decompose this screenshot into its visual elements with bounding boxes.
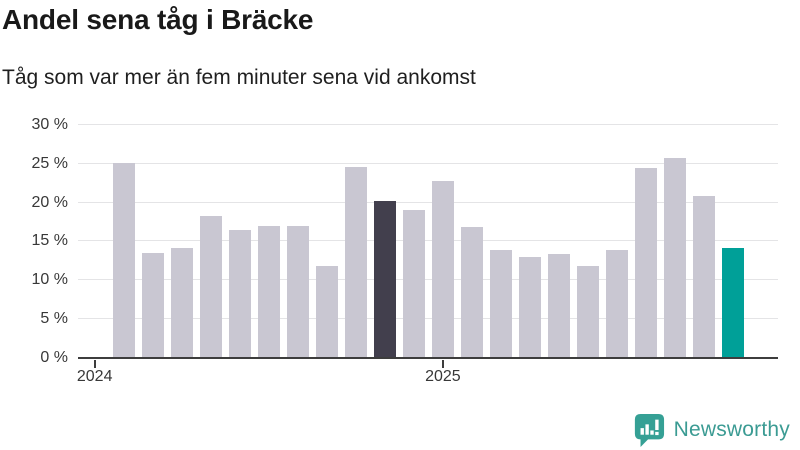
bar-jan-2025 [431,180,454,358]
bar-apr-2025 [518,257,541,358]
bar-maj-2024 [199,215,222,358]
x-tick-2024 [93,360,96,368]
bar-okt-2024 [344,166,367,358]
bar-mar-2024 [141,253,164,358]
x-tick-label-2025: 2025 [425,368,461,385]
y-tick-label-25: 25 % [31,154,68,172]
bar-aug-2025 [635,168,658,358]
newsworthy-logo-text: Newsworthy [673,418,790,441]
bar-sep-2025 [664,158,687,358]
newsworthy-branding: Newsworthy [633,412,790,448]
bar-apr-2024 [170,247,193,358]
bar-sep-2024 [315,266,338,358]
bar-okt-2025 [693,196,716,358]
gridline-25 [78,162,778,164]
bar-nov-2024 [373,201,396,358]
y-tick-label-30: 30 % [31,115,68,133]
y-tick-label-0: 0 % [40,349,68,366]
gridline-20 [78,201,778,203]
x-tick-2025 [441,360,444,368]
y-tick-label-10: 10 % [31,271,68,289]
x-axis-line [78,357,778,359]
bar-jun-2024 [228,229,251,358]
bar-jun-2025 [577,266,600,358]
bar-nov-2025 [722,247,745,358]
gridline-10 [78,279,778,281]
chart-subtitle: Tåg som var mer än fem minuter sena vid … [2,66,476,89]
gridline-15 [78,240,778,242]
gridline-30 [78,123,778,125]
bar-aug-2024 [286,225,309,358]
plot-area: 2024 2025 [77,120,778,385]
bar-mar-2025 [489,250,512,358]
bar-dec-2024 [402,210,425,358]
y-tick-label-15: 15 % [31,232,68,250]
chart-title: Andel sena tåg i Bräcke [2,4,314,35]
y-tick-label-5: 5 % [40,310,68,328]
newsworthy-logo-icon [634,414,664,447]
y-axis-labels: 0 % 5 % 10 % 15 % 20 % 25 % 30 % [0,116,68,366]
bar-maj-2025 [548,253,570,358]
gridline-5 [78,318,778,320]
bar-jul-2025 [606,250,629,358]
y-tick-label-20: 20 % [31,193,68,211]
x-tick-label-2024: 2024 [76,368,113,385]
bar-feb-2025 [460,227,483,358]
bar-jul-2024 [257,225,280,358]
bar-feb-2024 [112,162,135,358]
